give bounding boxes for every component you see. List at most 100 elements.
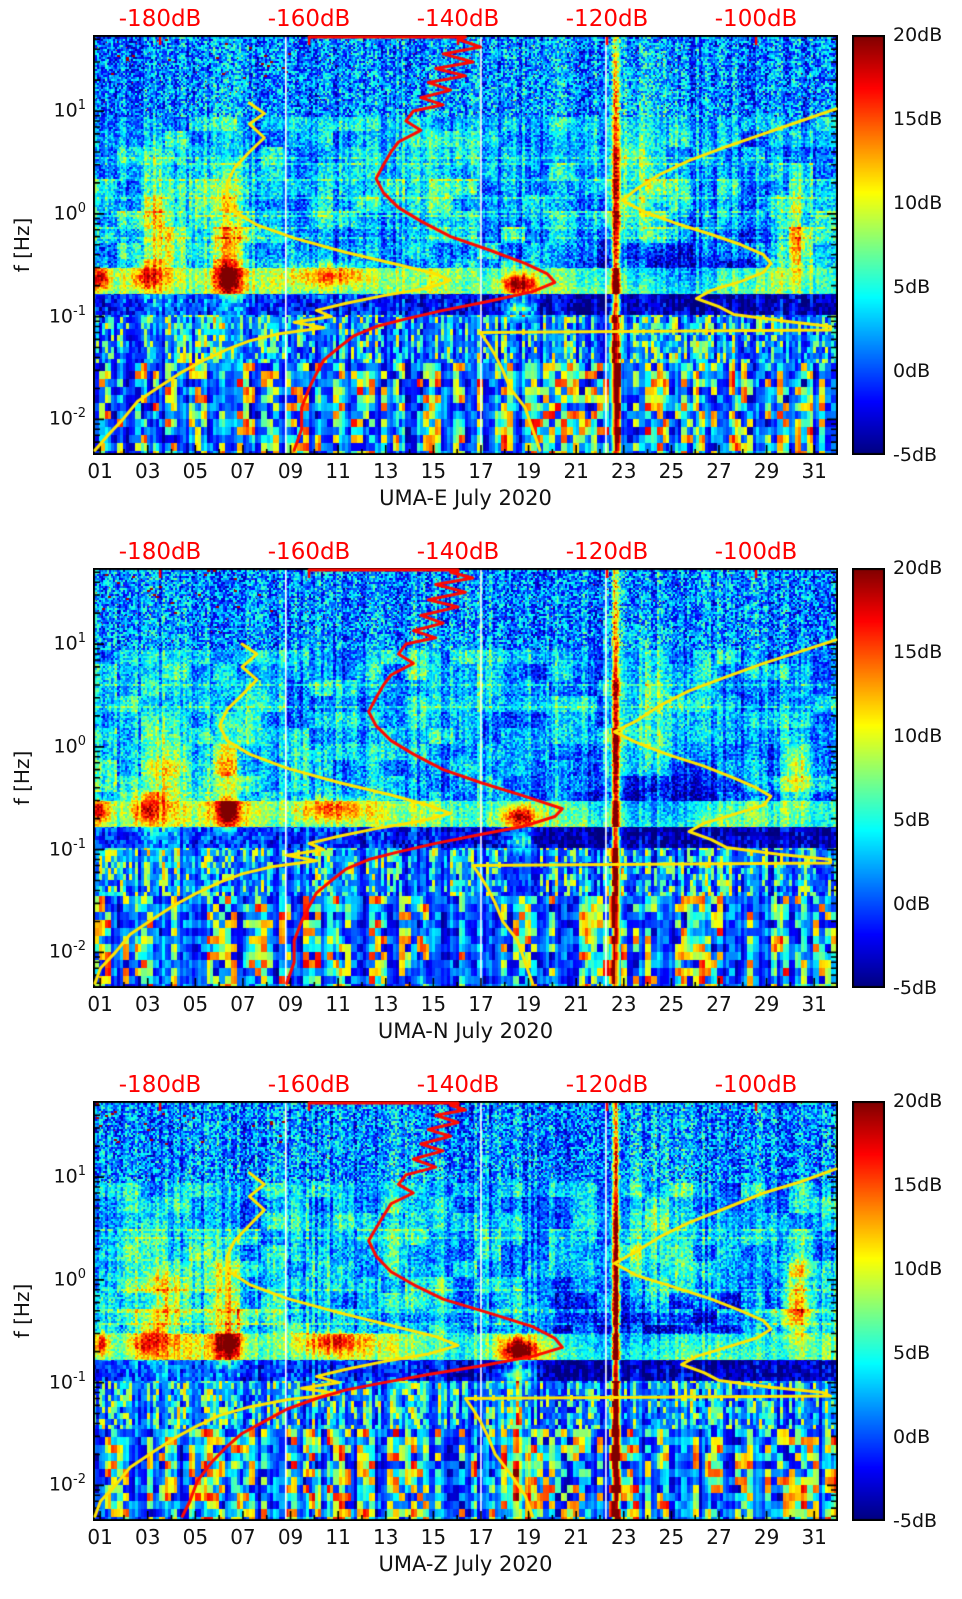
y-tick-label: 10-2 xyxy=(49,1473,86,1496)
panel-title: UMA-N July 2020 xyxy=(377,1019,554,1043)
y-tick-exponent: 0 xyxy=(77,733,86,749)
x-tick-label: 19 xyxy=(515,459,542,483)
top-axis-tick: -180dB xyxy=(118,6,202,32)
y-tick-label: 101 xyxy=(54,631,86,654)
colorbar-gradient xyxy=(852,1101,885,1521)
x-tick-label: 23 xyxy=(611,992,637,1016)
y-tick-mantissa: 10 xyxy=(48,1371,74,1394)
x-tick-label: 01 xyxy=(87,992,113,1016)
y-tick-exponent: 1 xyxy=(77,631,86,647)
colorbar-tick-label: 10dB xyxy=(893,192,943,214)
spectrogram-plot xyxy=(93,568,838,988)
x-tick-label: 03 xyxy=(135,1525,161,1549)
colorbar-tick-label: -5dB xyxy=(893,1510,938,1532)
x-tick-label: 17 xyxy=(468,1525,494,1549)
x-tick-label: 11 xyxy=(325,459,351,483)
x-tick-label: 29 xyxy=(753,1525,780,1549)
y-tick-label: 100 xyxy=(54,201,86,224)
y-tick-exponent: 0 xyxy=(77,1266,86,1282)
x-tick-label: 21 xyxy=(563,459,589,483)
x-tick-label: 03 xyxy=(135,992,161,1016)
x-tick-label: 15 xyxy=(420,992,447,1016)
x-tick-label: 17 xyxy=(468,459,494,483)
x-tick-label: 05 xyxy=(182,1525,209,1549)
y-tick-label: 100 xyxy=(54,734,86,757)
y-tick-exponent: -1 xyxy=(73,836,86,852)
y-tick-exponent: -2 xyxy=(73,1472,86,1488)
x-tick-label: 15 xyxy=(420,1525,447,1549)
y-tick-label: 100 xyxy=(54,1267,86,1290)
spectrogram-plot xyxy=(93,1101,838,1521)
y-tick-exponent: -2 xyxy=(73,939,86,955)
x-tick-label: 19 xyxy=(515,1525,542,1549)
y-axis-label: f [Hz] xyxy=(10,750,34,806)
x-tick-label: 13 xyxy=(373,1525,399,1549)
top-axis-tick: -120dB xyxy=(565,6,649,32)
colorbar-tick-label: -5dB xyxy=(893,977,938,999)
top-axis-tick: -180dB xyxy=(118,1072,202,1098)
top-axis-tick: -100dB xyxy=(714,1072,798,1098)
x-tick-label: 07 xyxy=(230,459,256,483)
y-tick-label: 101 xyxy=(54,98,86,121)
top-axis-tick: -140dB xyxy=(416,539,500,565)
x-tick-label: 29 xyxy=(753,992,780,1016)
y-tick-mantissa: 10 xyxy=(53,1165,78,1188)
spectrogram-plot xyxy=(93,35,838,455)
x-tick-label: 23 xyxy=(611,459,637,483)
x-tick-label: 05 xyxy=(182,459,209,483)
x-tick-label: 11 xyxy=(325,1525,351,1549)
y-tick-mantissa: 10 xyxy=(48,305,74,328)
colorbar-tick-label: 0dB xyxy=(893,893,931,915)
x-tick-label: 17 xyxy=(468,992,494,1016)
colorbar-tick-label: 10dB xyxy=(893,1258,943,1280)
y-tick-label: 10-2 xyxy=(49,940,86,963)
y-tick-mantissa: 10 xyxy=(48,838,74,861)
x-tick-label: 09 xyxy=(277,1525,304,1549)
y-axis-label: f [Hz] xyxy=(10,1283,34,1339)
x-tick-label: 27 xyxy=(706,992,732,1016)
colorbar-tick-label: 5dB xyxy=(893,1342,931,1364)
y-tick-exponent: -1 xyxy=(73,1369,86,1385)
colorbar-tick-label: 20dB xyxy=(893,557,943,579)
colorbar-tick-label: 15dB xyxy=(893,641,943,663)
y-tick-label: 10-1 xyxy=(49,837,86,860)
colorbar-tick-label: 20dB xyxy=(893,1090,943,1112)
x-tick-label: 23 xyxy=(611,1525,637,1549)
top-axis-tick: -160dB xyxy=(267,6,351,32)
x-tick-label: 13 xyxy=(373,992,399,1016)
colorbar-tick-label: 0dB xyxy=(893,1426,931,1448)
x-tick-label: 05 xyxy=(182,992,209,1016)
y-tick-label: 10-1 xyxy=(49,304,86,327)
y-tick-mantissa: 10 xyxy=(53,632,78,655)
y-tick-mantissa: 10 xyxy=(53,1268,78,1291)
x-tick-label: 07 xyxy=(230,1525,256,1549)
x-tick-label: 25 xyxy=(658,459,685,483)
y-tick-mantissa: 10 xyxy=(53,735,78,758)
x-tick-label: 01 xyxy=(87,459,113,483)
y-tick-mantissa: 10 xyxy=(48,407,74,430)
x-tick-label: 03 xyxy=(135,459,161,483)
top-axis-tick: -140dB xyxy=(416,1072,500,1098)
x-tick-label: 27 xyxy=(706,1525,732,1549)
x-tick-label: 19 xyxy=(515,992,542,1016)
y-tick-exponent: -1 xyxy=(73,303,86,319)
y-tick-exponent: 0 xyxy=(77,200,86,216)
top-axis-tick: -100dB xyxy=(714,6,798,32)
x-tick-label: 15 xyxy=(420,459,447,483)
x-tick-label: 09 xyxy=(277,459,304,483)
top-axis-tick: -160dB xyxy=(267,1072,351,1098)
top-axis-tick: -160dB xyxy=(267,539,351,565)
colorbar-gradient xyxy=(852,568,885,988)
y-tick-label: 10-1 xyxy=(49,1370,86,1393)
y-axis-label: f [Hz] xyxy=(10,217,34,273)
top-axis-tick: -140dB xyxy=(416,6,500,32)
top-axis-tick: -120dB xyxy=(565,1072,649,1098)
y-tick-label: 101 xyxy=(54,1164,86,1187)
top-axis-tick: -100dB xyxy=(714,539,798,565)
spectrogram-panel-uma-e: -180dB -160dB -140dB -120dB -100dB f [Hz] 10… xyxy=(0,0,962,533)
colorbar-tick-label: 0dB xyxy=(893,360,931,382)
y-tick-exponent: 1 xyxy=(77,98,86,114)
spectrogram-panel-uma-n: -180dB -160dB -140dB -120dB -100dB f [Hz] 10… xyxy=(0,533,962,1066)
panel-title: UMA-E July 2020 xyxy=(379,486,552,510)
x-tick-label: 21 xyxy=(563,992,589,1016)
